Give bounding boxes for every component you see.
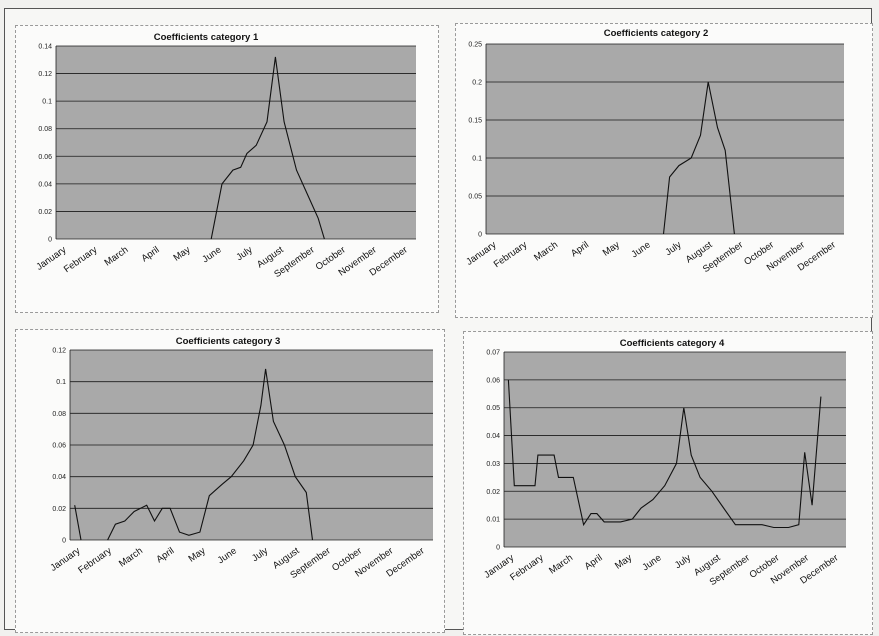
x-tick-label: May xyxy=(171,244,192,263)
y-tick-label: 0.25 xyxy=(468,42,482,49)
y-tick-label: 0.08 xyxy=(38,126,52,133)
y-tick-label: 0.2 xyxy=(472,80,482,87)
chart-category-2: Coefficients category 2 0 0.05 0.1 0.15 0.2 0.… xyxy=(455,23,873,318)
y-tick-label: 0.14 xyxy=(38,44,52,51)
y-tick-label: 0.02 xyxy=(38,209,52,216)
x-tick-label: April xyxy=(140,244,162,264)
series-line xyxy=(107,368,314,541)
y-tick-label: 0.06 xyxy=(52,443,66,450)
x-tick-label: April xyxy=(569,239,591,259)
y-tick-label: 0 xyxy=(62,538,66,545)
x-tick-label: July xyxy=(234,244,254,263)
chart-title: Coefficients category 3 xyxy=(176,336,281,347)
x-tick-label: February xyxy=(492,239,530,270)
y-tick-label: 0.1 xyxy=(472,156,482,163)
x-tick-label: February xyxy=(62,244,100,275)
x-tick-label: April xyxy=(154,545,176,565)
y-tick-label: 0.06 xyxy=(486,377,500,384)
y-tick-label: 0.1 xyxy=(42,99,52,106)
chart-title: Coefficients category 2 xyxy=(604,28,709,39)
chart-category-1: Coefficients category 1 0 0.02 0.04 0.06 0.08… xyxy=(15,25,439,313)
y-tick-label: 0 xyxy=(48,237,52,244)
y-tick-label: 0.07 xyxy=(486,350,500,357)
y-tick-label: 0.04 xyxy=(38,181,52,188)
x-tick-label: May xyxy=(613,552,634,571)
series-line xyxy=(74,505,82,541)
chart-category-2-svg: Coefficients category 2 0 0.05 0.1 0.15 0.2 0.… xyxy=(464,28,844,275)
y-tick-label: 0 xyxy=(496,545,500,552)
y-tick-label: 0.08 xyxy=(52,411,66,418)
y-tick-label: 0.02 xyxy=(52,506,66,513)
y-tick-label: 0.03 xyxy=(486,461,500,468)
y-tick-label: 0.04 xyxy=(486,433,500,440)
plot-area xyxy=(486,44,844,234)
plot-area xyxy=(56,46,416,239)
y-tick-label: 0.12 xyxy=(38,71,52,78)
series-line xyxy=(662,81,735,235)
x-tick-label: March xyxy=(532,239,560,263)
plot-area xyxy=(504,352,846,547)
y-tick-label: 0.01 xyxy=(486,517,500,524)
x-tick-label: June xyxy=(640,552,663,573)
x-tick-label: June xyxy=(629,239,652,260)
chart-sheet: Coefficients category 1 0 0.02 0.04 0.06 0.08… xyxy=(4,8,873,635)
x-tick-label: July xyxy=(673,552,693,571)
series-line xyxy=(210,56,325,240)
x-tick-label: May xyxy=(601,239,622,258)
chart-category-4: Coefficients category 4 0 0.01 0.02 0.03 0.04… xyxy=(463,331,873,635)
x-tick-label: March xyxy=(547,552,575,576)
chart-title: Coefficients category 1 xyxy=(154,32,259,43)
x-tick-label: March xyxy=(117,545,145,569)
x-tick-label: July xyxy=(663,239,683,258)
chart-category-3: Coefficients category 3 0 0.02 0.04 0.06 0.08… xyxy=(15,329,445,633)
series-line xyxy=(507,379,822,529)
y-tick-label: 0.02 xyxy=(486,489,500,496)
y-tick-label: 0 xyxy=(478,232,482,239)
x-tick-label: June xyxy=(216,545,239,566)
chart-title: Coefficients category 4 xyxy=(620,338,725,349)
chart-category-3-svg: Coefficients category 3 0 0.02 0.04 0.06 0.08… xyxy=(48,336,433,581)
x-tick-label: February xyxy=(76,545,114,576)
y-tick-label: 0.15 xyxy=(468,118,482,125)
chart-category-1-svg: Coefficients category 1 0 0.02 0.04 0.06 0.08… xyxy=(34,32,416,280)
y-tick-label: 0.12 xyxy=(52,348,66,355)
x-tick-label: March xyxy=(103,244,131,268)
chart-category-4-svg: Coefficients category 4 0 0.01 0.02 0.03 0.04… xyxy=(482,338,846,588)
y-tick-label: 0.05 xyxy=(468,194,482,201)
x-tick-label: February xyxy=(508,552,546,583)
y-tick-label: 0.1 xyxy=(56,379,66,386)
x-tick-label: May xyxy=(187,545,208,564)
y-tick-label: 0.04 xyxy=(52,474,66,481)
x-tick-label: July xyxy=(250,545,270,564)
x-tick-label: June xyxy=(200,244,223,265)
y-tick-label: 0.05 xyxy=(486,405,500,412)
y-tick-label: 0.06 xyxy=(38,154,52,161)
x-tick-label: April xyxy=(583,552,605,572)
